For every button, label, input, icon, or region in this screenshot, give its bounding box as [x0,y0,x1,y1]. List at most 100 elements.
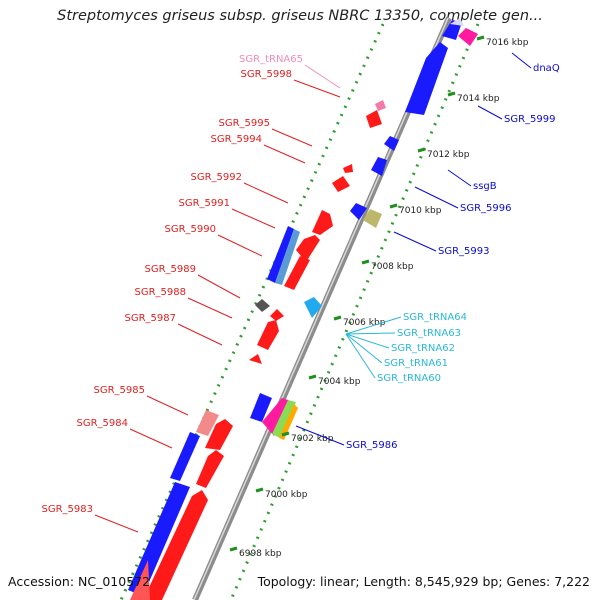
gene-5985[interactable] [196,410,219,436]
gene-label-left[interactable]: SGR_tRNA65 [239,54,303,65]
gene-5983-b[interactable] [145,490,208,600]
label-leader-line [94,514,139,533]
ruler-tick-mark [447,91,456,97]
gene-label-right[interactable]: SGR_tRNA62 [391,343,455,354]
gene-ssgB[interactable] [384,136,399,151]
ruler-tick-mark [417,147,426,153]
label-leader-line [177,323,223,346]
gene-5990-c[interactable] [284,256,310,290]
gene-label-left[interactable]: SGR_5994 [211,134,263,145]
ruler-tick-mark [333,315,342,321]
gene-5999[interactable] [405,42,448,115]
ruler-tick-label: 7010 kbp [399,206,442,216]
gene-5987[interactable] [257,320,279,350]
ruler-tick-label: 6998 kbp [239,549,282,559]
gene-5986-a[interactable] [250,393,272,422]
gene-label-left[interactable]: SGR_5984 [77,418,129,429]
ruler-tick-label: 7000 kbp [265,490,308,500]
gene-label-right[interactable]: SGR_tRNA63 [397,328,461,339]
gene-label-right[interactable]: dnaQ [533,63,560,74]
label-leader-line [393,231,437,252]
gene-label-left[interactable]: SGR_5998 [241,69,293,80]
accession-text: Accession: NC_010572 [8,574,151,589]
gene-label-right[interactable]: ssgB [473,181,497,192]
gene-label-left[interactable]: SGR_5992 [191,172,243,183]
label-leader-line [345,333,376,379]
ruler-tick-label: 7004 kbp [318,377,361,387]
gene-label-right[interactable]: SGR_5996 [460,203,512,214]
map-title: Streptomyces griseus subsp. griseus NBRC… [57,8,543,24]
label-leader-line [345,333,383,364]
guide-line-left [119,23,385,600]
gene-5993-b[interactable] [363,209,382,228]
gene-label-left[interactable]: SGR_5991 [179,198,231,209]
label-leader-line [129,428,173,449]
label-leader-line [414,186,459,209]
gene-pink-top[interactable] [458,28,478,46]
gene-label-left[interactable]: SGR_5990 [165,224,217,235]
label-leader-line [146,395,189,416]
chromosome-axis [192,16,452,600]
label-leader-line [345,333,390,349]
label-leader-line [271,128,313,147]
gene-label-left[interactable]: SGR_5987 [125,313,177,324]
guide-line-right [229,23,480,600]
gene-5993-a[interactable] [350,203,367,220]
ruler-tick-mark [255,487,264,493]
label-leader-line [263,144,306,164]
gene-5984-b[interactable] [170,432,200,481]
ruler-tick-label: 7012 kbp [427,150,470,160]
ruler-tick-mark [308,374,317,380]
gene-label-left[interactable]: SGR_5989 [145,264,197,275]
label-leader-line [345,316,402,335]
gene-5991[interactable] [296,235,320,262]
gene-5986-d[interactable] [279,404,298,440]
gene-trna65[interactable] [375,100,386,111]
gene-5983-a[interactable] [128,482,190,596]
gene-5998[interactable] [366,110,382,128]
gene-label-left[interactable]: SGR_5988 [135,287,187,298]
ruler-tick-label: 7014 kbp [457,94,500,104]
gene-5994[interactable] [332,176,350,192]
label-leader-line [511,52,532,69]
gene-5992[interactable] [312,210,333,235]
gene-5984-a[interactable] [205,419,233,450]
gene-label-right[interactable]: SGR_5986 [346,440,398,451]
gene-label-right[interactable]: SGR_tRNA60 [377,373,441,384]
ruler-tick-label: 7006 kbp [343,318,386,328]
label-leader-line [477,105,503,120]
gene-5996[interactable] [371,157,387,176]
gene-5990-a[interactable] [267,226,294,283]
gene-label-right[interactable]: SGR_5993 [438,246,490,257]
label-leader-line [345,332,396,335]
label-leader-line [304,64,341,89]
gene-5989[interactable] [255,299,270,312]
gene-5984-c[interactable] [196,450,224,488]
label-leader-line [243,182,289,204]
gene-trna-cluster[interactable] [304,297,322,318]
gene-label-left[interactable]: SGR_5983 [42,504,94,515]
gene-label-right[interactable]: SGR_5999 [504,114,556,125]
gene-dnaQ-b[interactable] [450,18,464,26]
ruler-tick-mark [389,203,398,209]
label-leader-line [295,425,345,446]
label-leader-line [217,234,263,257]
gene-label-left[interactable]: SGR_5995 [219,118,271,129]
ruler-tick-mark [229,546,238,552]
gene-5990-b[interactable] [275,229,300,285]
ruler-tick-label: 7002 kbp [291,434,334,444]
gene-5986-c[interactable] [272,400,296,438]
gene-5995[interactable] [343,164,353,173]
gene-5988[interactable] [270,309,284,321]
gene-5983-c[interactable] [130,560,150,600]
gene-label-right[interactable]: SGR_tRNA61 [384,358,448,369]
label-leader-line [187,297,233,319]
topology-text: Topology: linear; Length: 8,545,929 bp; … [257,574,590,589]
gene-5987-small[interactable] [249,354,262,364]
gene-label-right[interactable]: SGR_tRNA64 [403,312,467,323]
gene-label-left[interactable]: SGR_5985 [94,385,146,396]
ruler-tick-mark [476,35,485,41]
right-labels: dnaQ SGR_5999 ssgB SGR_5996 SGR_5993 SGR_tRNA… [295,52,560,451]
